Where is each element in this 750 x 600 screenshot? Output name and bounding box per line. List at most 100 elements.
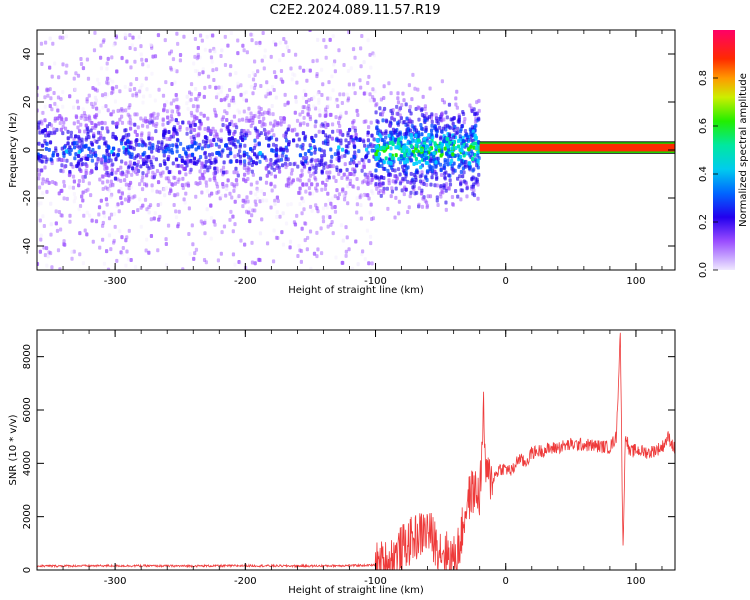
- heat-cell: [79, 62, 84, 67]
- heat-cell: [171, 182, 175, 187]
- heat-cell: [111, 86, 115, 91]
- heat-cell: [427, 133, 431, 138]
- heat-cell: [170, 82, 174, 87]
- heat-cell: [138, 155, 143, 160]
- heat-cell: [201, 67, 205, 72]
- heat-cell: [382, 84, 386, 89]
- heat-cell: [306, 112, 310, 117]
- heat-cell: [105, 76, 110, 81]
- heat-cell: [149, 43, 153, 48]
- heat-cell: [209, 139, 213, 144]
- heat-cell: [264, 198, 269, 203]
- heat-cell: [123, 84, 127, 89]
- heat-cell: [219, 98, 223, 103]
- heat-cell: [295, 80, 299, 85]
- heat-cell: [241, 43, 245, 48]
- heat-cell: [352, 118, 356, 123]
- heat-cell: [94, 106, 99, 111]
- heat-cell: [147, 154, 151, 159]
- heat-cell: [271, 259, 276, 264]
- heat-cell: [279, 122, 283, 127]
- heat-cell: [164, 145, 168, 150]
- heat-cell: [265, 91, 269, 96]
- heat-cell: [366, 38, 370, 43]
- heat-cell: [261, 198, 265, 203]
- heat-cell: [366, 125, 371, 130]
- heat-cell: [219, 53, 223, 58]
- heat-cell: [477, 172, 481, 177]
- heat-cell: [440, 190, 444, 195]
- heat-cell: [354, 239, 358, 244]
- heat-cell: [157, 87, 161, 92]
- heat-cell: [436, 203, 440, 208]
- heat-cell: [281, 79, 285, 84]
- heat-cell: [251, 91, 255, 96]
- heat-cell: [355, 163, 359, 168]
- heat-cell: [284, 130, 289, 135]
- heat-cell: [306, 112, 310, 117]
- heat-cell: [258, 231, 263, 236]
- heat-cell: [143, 197, 148, 202]
- heat-cell: [359, 85, 363, 90]
- heat-cell: [53, 116, 58, 121]
- heat-cell: [40, 110, 44, 115]
- spectrogram-y-tick-label: -20: [22, 190, 33, 206]
- heat-cell: [247, 74, 251, 79]
- heat-cell: [127, 198, 131, 203]
- heat-cell: [152, 174, 156, 179]
- heat-cell: [277, 169, 282, 174]
- heat-cell: [149, 217, 153, 222]
- heat-cell: [284, 40, 288, 45]
- heat-cell: [457, 115, 461, 120]
- heat-cell: [248, 206, 252, 211]
- heat-cell: [106, 56, 110, 61]
- heat-cell: [273, 184, 277, 189]
- heat-cell: [170, 82, 174, 87]
- heat-cell: [193, 161, 197, 166]
- heat-cell: [237, 260, 241, 265]
- heat-cell: [241, 204, 245, 209]
- heat-cell: [245, 209, 249, 214]
- heat-cell: [269, 158, 273, 163]
- spectrogram-x-tick-label: -300: [104, 276, 127, 287]
- heat-cell: [231, 98, 236, 103]
- heat-cell: [107, 233, 112, 238]
- heat-cell: [310, 135, 314, 140]
- heat-cell: [222, 160, 226, 165]
- heat-cell: [290, 128, 295, 133]
- heat-cell: [213, 166, 217, 171]
- heat-cell: [316, 37, 320, 42]
- heat-cell: [266, 110, 270, 115]
- heat-cell: [154, 124, 158, 129]
- heat-cell: [425, 160, 430, 165]
- heat-cell: [46, 93, 50, 98]
- heat-cell: [121, 108, 125, 113]
- heat-cell: [345, 235, 349, 240]
- heat-cell: [379, 134, 383, 139]
- heat-cell: [133, 112, 137, 117]
- heat-cell: [265, 80, 269, 85]
- heat-cell: [47, 180, 51, 185]
- heat-cell: [225, 183, 229, 188]
- heat-cell: [97, 212, 101, 217]
- heat-cell: [353, 128, 357, 133]
- heat-cell: [75, 164, 79, 169]
- heat-cell: [196, 54, 201, 59]
- heat-cell: [334, 100, 338, 105]
- heat-cell: [353, 167, 357, 172]
- heat-cell: [148, 141, 152, 146]
- heat-cell: [327, 80, 331, 85]
- colorbar: [713, 30, 735, 270]
- heat-cell: [390, 186, 394, 191]
- heat-cell: [144, 58, 148, 63]
- heat-cell: [232, 131, 236, 136]
- heat-cell: [262, 127, 267, 132]
- heat-cell: [369, 120, 373, 125]
- heat-cell: [112, 212, 117, 217]
- heat-cell: [136, 160, 141, 165]
- heat-cell: [220, 149, 224, 154]
- heat-cell: [359, 203, 363, 208]
- heat-cell: [62, 183, 67, 188]
- heat-cell: [37, 202, 40, 207]
- heat-cell: [109, 112, 113, 117]
